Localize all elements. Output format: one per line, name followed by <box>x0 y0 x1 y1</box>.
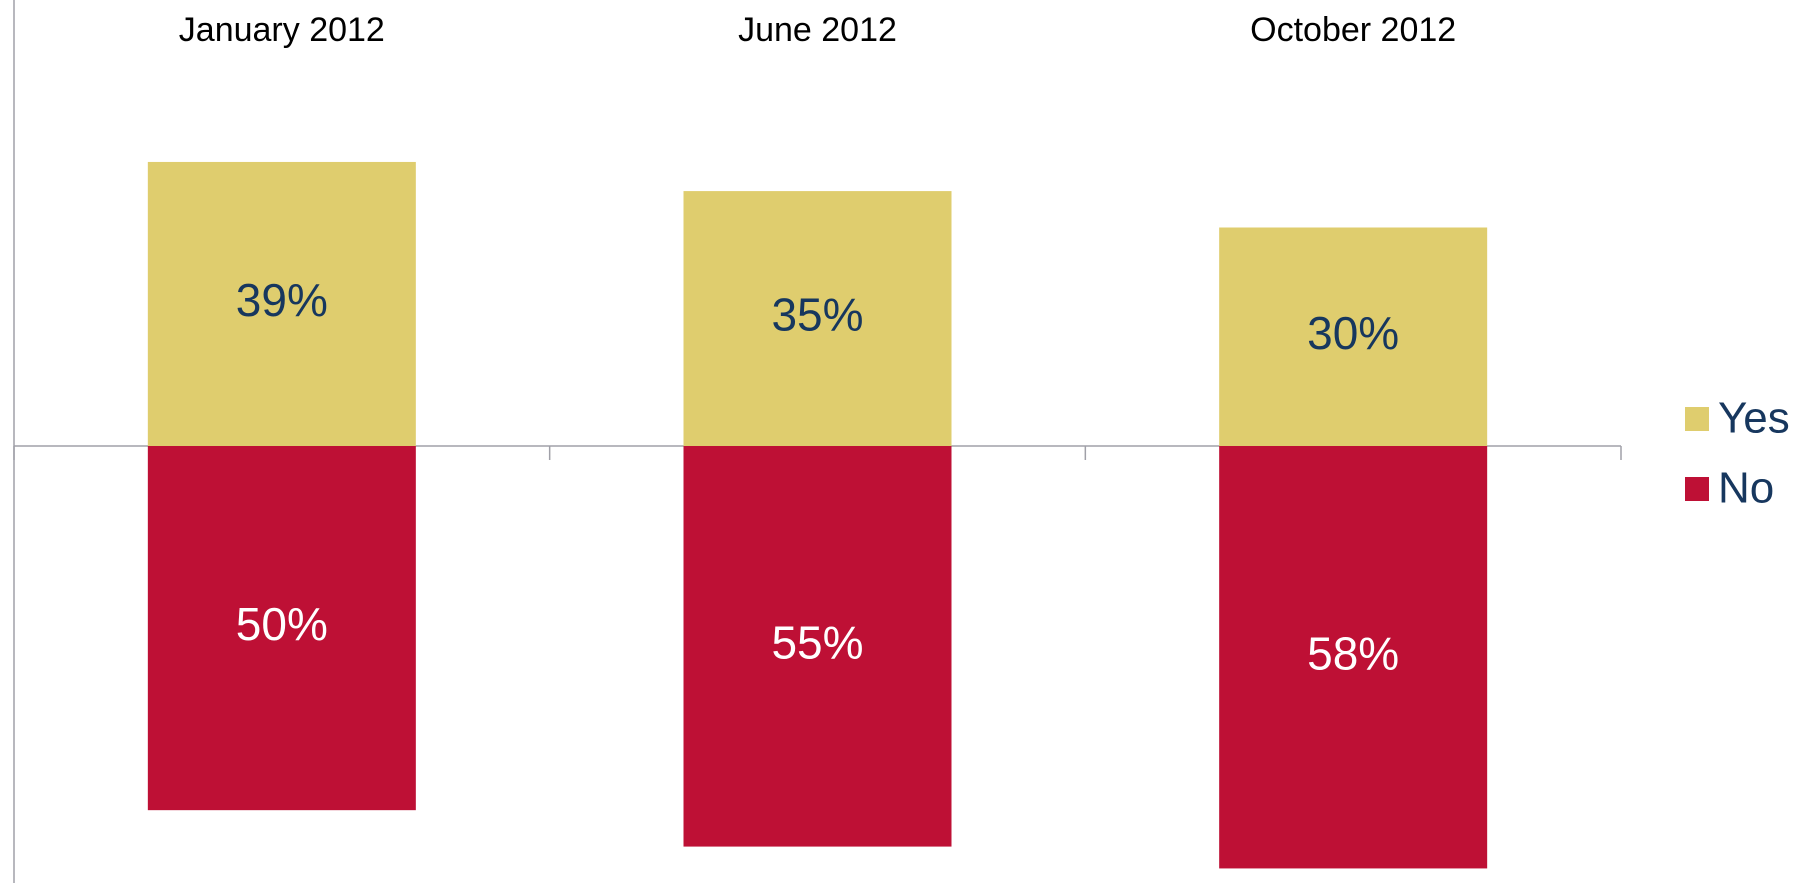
legend-label: Yes <box>1718 394 1790 443</box>
data-label: 30% <box>1307 307 1399 359</box>
data-label: 35% <box>771 289 863 341</box>
data-label: 50% <box>236 598 328 650</box>
bar <box>1219 227 1488 446</box>
data-label: 58% <box>1307 627 1399 679</box>
x-tick-label: June 2012 <box>738 11 897 49</box>
bar <box>1219 446 1488 869</box>
bar <box>147 161 416 446</box>
legend-swatch <box>1685 407 1709 431</box>
bar <box>147 446 416 811</box>
data-label: 55% <box>771 616 863 668</box>
x-tick-label: October 2012 <box>1250 11 1456 49</box>
legend-swatch <box>1685 477 1709 501</box>
data-label: 39% <box>236 274 328 326</box>
legend-label: No <box>1718 464 1774 513</box>
x-tick-label: January 2012 <box>179 11 385 49</box>
bar <box>683 446 952 847</box>
bar <box>683 191 952 446</box>
